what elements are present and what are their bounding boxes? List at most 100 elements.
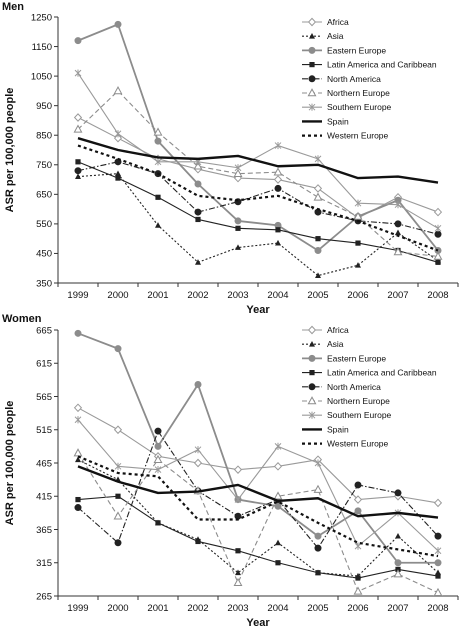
data-point [153, 127, 163, 136]
data-point [75, 496, 81, 503]
series-line [77, 173, 439, 277]
series-eastern-europe [74, 329, 442, 567]
data-point [114, 345, 122, 353]
data-point [195, 259, 201, 265]
x-tick-label: 2000 [107, 603, 128, 614]
legend-marker [308, 103, 316, 111]
data-point [275, 560, 281, 566]
data-point [395, 229, 401, 236]
x-tick-label: 2001 [147, 290, 168, 301]
data-point [74, 416, 82, 424]
data-point [393, 247, 403, 256]
data-point [434, 224, 442, 232]
y-tick-label: 650 [36, 190, 52, 201]
data-point [194, 180, 202, 188]
series-latin-america-and-caribbean [75, 493, 441, 581]
data-point [393, 569, 403, 578]
series-line [77, 459, 439, 577]
x-tick-label: 2008 [427, 603, 448, 614]
data-point [434, 230, 442, 238]
data-point [355, 240, 361, 246]
y-axis-title: ASR per 100,000 people [4, 401, 16, 526]
legend-label: Eastern Europe [327, 353, 386, 363]
x-tick-label: 2003 [227, 603, 248, 614]
legend-label: Southern Europe [327, 102, 392, 112]
legend-marker [307, 396, 317, 405]
y-tick-label: 415 [36, 492, 52, 503]
legend-marker [308, 383, 316, 391]
legend-marker [309, 62, 315, 68]
data-point [193, 161, 203, 170]
y-axis-title: ASR per 100,000 people [4, 88, 16, 213]
data-point [353, 495, 363, 504]
data-point [435, 259, 441, 265]
series-line [77, 137, 439, 184]
data-point [235, 225, 241, 231]
series-line [77, 452, 439, 594]
series-southern-europe [74, 69, 442, 232]
data-point [275, 239, 281, 246]
data-point [433, 251, 443, 260]
series-line [77, 72, 439, 229]
series-line [77, 161, 439, 263]
data-point [74, 167, 82, 175]
data-point [353, 211, 363, 220]
x-tick-label: 1999 [67, 290, 88, 301]
chart-panel-1: Men 350 450 550 650 750 850 950 1050 1150 1250 1999… [2, 1, 459, 316]
data-point [434, 547, 442, 555]
x-tick-label: 2002 [187, 290, 208, 301]
legend-label: Latin America and Caribbean [327, 60, 437, 70]
y-tick-label: 665 [36, 325, 52, 336]
legend-marker [307, 325, 317, 335]
data-point [394, 220, 402, 228]
series-latin-america-and-caribbean [75, 159, 441, 265]
legend-label: Asia [327, 339, 344, 349]
data-point [153, 454, 163, 463]
series-western-europe [77, 455, 439, 558]
y-tick-label: 265 [36, 591, 52, 602]
legend-item: Southern Europe [302, 410, 392, 420]
series-line [77, 430, 439, 549]
data-point [115, 175, 121, 181]
series-southern-europe [74, 416, 442, 555]
legend-label: Africa [327, 325, 349, 335]
data-point [115, 493, 121, 499]
data-point [114, 130, 122, 138]
data-point [74, 37, 82, 45]
data-point [154, 442, 162, 450]
y-tick-label: 950 [36, 101, 52, 112]
y-tick-label: 365 [36, 525, 52, 536]
legend-label: Northern Europe [327, 88, 390, 98]
x-tick-label: 2007 [387, 603, 408, 614]
series-north-america [74, 158, 442, 238]
data-point [314, 544, 322, 552]
data-point [434, 532, 442, 540]
data-point [313, 192, 323, 201]
x-tick-label: 2005 [307, 290, 328, 301]
data-point [235, 569, 241, 576]
legend-label: Eastern Europe [327, 45, 386, 55]
data-point [73, 403, 83, 413]
legend-marker [309, 341, 315, 347]
data-point [193, 458, 203, 468]
legend-item: Northern Europe [302, 396, 390, 406]
legend-label: North America [327, 74, 381, 84]
legend-marker [309, 33, 315, 39]
series-line [77, 332, 438, 564]
x-tick-label: 2003 [227, 290, 248, 301]
legend-marker [308, 354, 316, 362]
data-point [154, 427, 162, 435]
data-point [314, 459, 322, 467]
series-asia [75, 170, 441, 279]
data-point [355, 262, 361, 268]
data-point [354, 199, 362, 207]
legend-label: Asia [327, 31, 344, 41]
x-tick-label: 2004 [267, 290, 288, 301]
legend-item: Southern Europe [302, 102, 392, 112]
data-point [273, 167, 283, 176]
series-africa [73, 403, 443, 508]
data-point [395, 532, 401, 539]
data-point [273, 491, 283, 500]
x-tick-label: 2008 [427, 290, 448, 301]
